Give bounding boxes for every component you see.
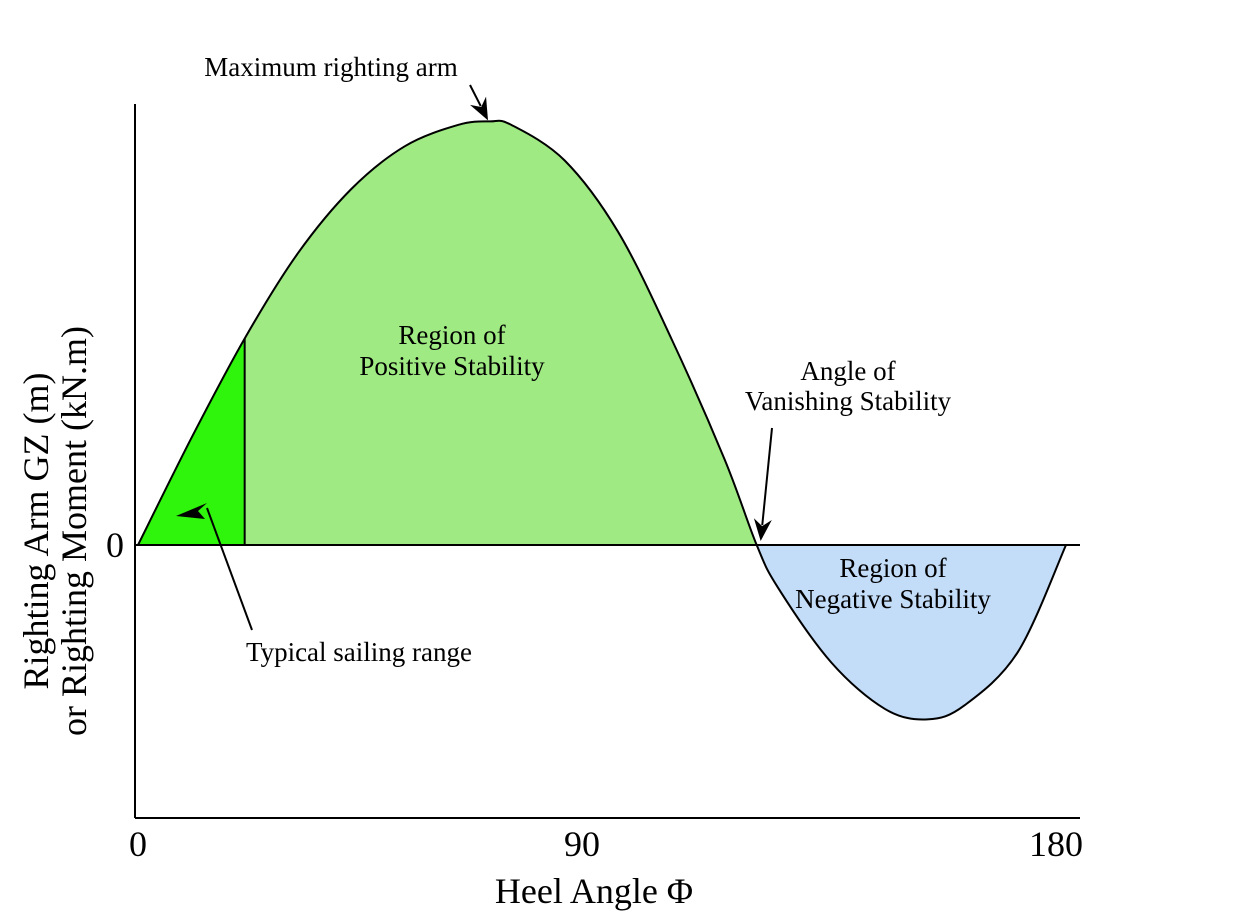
negative-stability-region [756,545,1066,720]
vanishing-stability-arrow [753,427,773,541]
vanishing-stability-label: Angle of Vanishing Stability [745,356,952,416]
typical-sailing-range-label: Typical sailing range [246,637,472,667]
x-tick-label-0: 0 [129,824,147,864]
positive-stability-label: Region of Positive Stability [359,320,545,381]
max-righting-arm-arrow [469,84,488,121]
y-axis-title: Righting Arm GZ (m)or Righting Moment (k… [16,326,94,736]
negative-stability-label: Region of Negative Stability [795,553,991,614]
righting-arm-curve [137,119,1067,721]
y-tick-label-0: 0 [106,525,124,565]
max-righting-arm-label: Maximum righting arm [204,52,457,82]
positive-stability-region [138,120,757,545]
x-tick-label-180: 180 [1029,824,1083,864]
x-tick-label-90: 90 [564,824,600,864]
x-axis-title: Heel Angle Φ [495,871,693,911]
sailing-range-pointer [176,503,253,631]
